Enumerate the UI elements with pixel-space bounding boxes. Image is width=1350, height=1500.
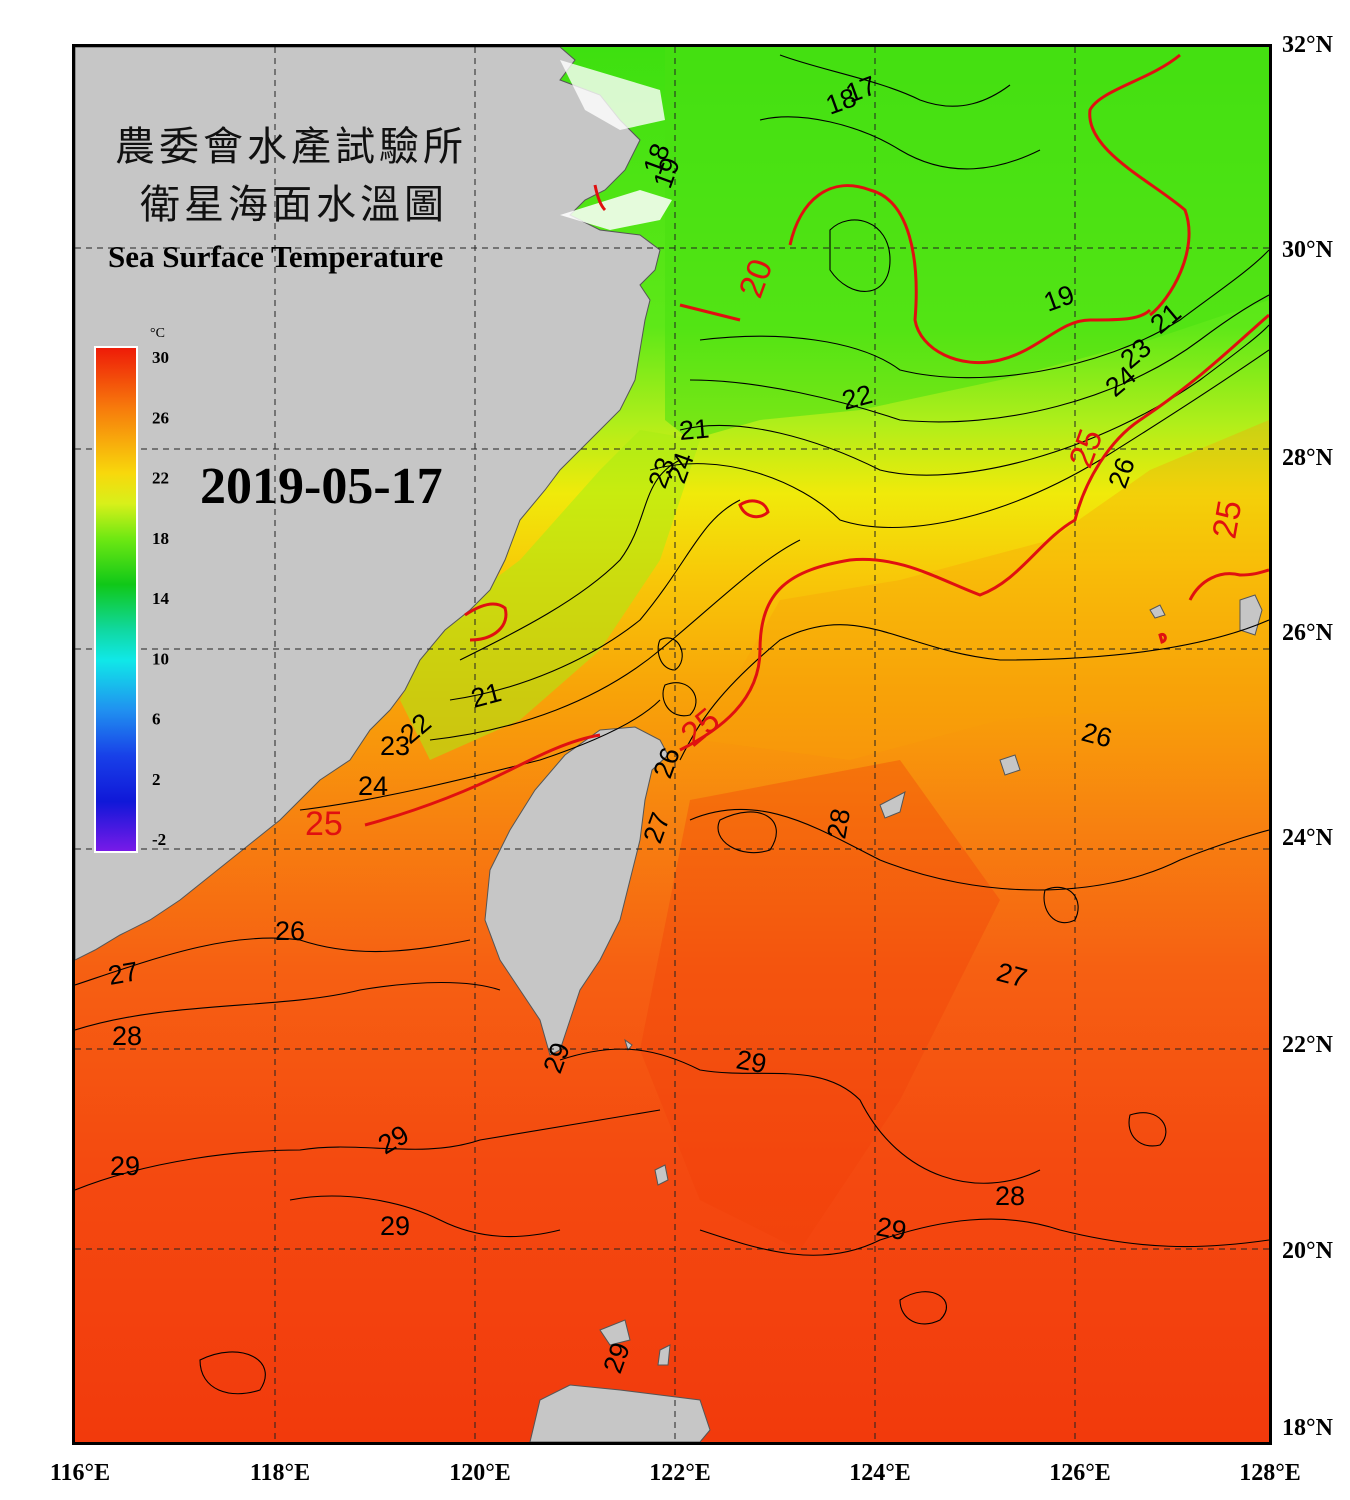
colorbar-tick-label: -2 (152, 830, 166, 849)
colorbar-tick-label: 6 (152, 710, 161, 729)
isotherm-lines-red (364, 53, 1269, 827)
hot-core (640, 760, 1000, 1250)
graticule (75, 47, 1269, 1442)
latitude-label: 30°N (1282, 237, 1334, 263)
title-line3: Sea Surface Temperature (108, 239, 443, 274)
contour-label: 29 (734, 1044, 769, 1079)
latitude-label: 24°N (1282, 825, 1334, 851)
latitude-label: 20°N (1282, 1238, 1334, 1264)
ryukyu-islands (599, 594, 1263, 1366)
yangtze-estuary (560, 60, 665, 130)
contour-label: 24 (358, 771, 388, 801)
mainland-china (75, 47, 661, 961)
colorbar-unit: °C (150, 326, 165, 341)
colorbar-tick-label: 26 (152, 408, 169, 427)
colorbar-tick-label: 22 (152, 469, 169, 488)
title-line2: 衛星海面水溫圖 (140, 182, 448, 228)
colorbar-tick-label: 2 (152, 770, 161, 789)
longitude-label: 116°E (50, 1460, 110, 1486)
longitude-labels: 116°E 118°E 120°E 122°E 124°E 126°E 128°E (50, 1460, 1301, 1486)
contour-label: 26 (275, 916, 305, 946)
contour-label: 21 (678, 413, 711, 446)
contour-label: 28 (995, 1181, 1025, 1211)
isotherm-lines (75, 54, 1269, 1395)
luzon-island (529, 1384, 711, 1442)
title-line1: 農委會水產試驗所 (115, 124, 467, 170)
longitude-label: 120°E (449, 1460, 511, 1486)
longitude-label: 124°E (849, 1460, 911, 1486)
longitude-label: 122°E (649, 1460, 711, 1486)
latitude-label: 32°N (1282, 32, 1334, 58)
colorbar-tick-label: 18 (152, 529, 169, 548)
colorbar-gradient (94, 346, 138, 853)
contour-label: 27 (106, 956, 141, 991)
contour-label: 25 (1205, 498, 1249, 542)
date-label: 2019-05-17 (200, 458, 443, 515)
latitude-label: 18°N (1282, 1415, 1334, 1441)
contour-label: 23 (380, 731, 410, 761)
latitude-label: 26°N (1282, 620, 1334, 646)
cold-water-patch (665, 47, 1269, 440)
latitude-label: 28°N (1282, 445, 1334, 471)
colorbar: °C 30 26 22 18 14 10 6 2 -2 (94, 326, 170, 853)
colorbar-tick-label: 14 (152, 589, 170, 608)
contour-label: 25 (305, 805, 343, 843)
contour-label: 28 (821, 806, 856, 841)
contour-label: 29 (110, 1151, 140, 1181)
contour-label: 29 (874, 1211, 909, 1246)
hangzhou-bay (560, 190, 672, 230)
longitude-label: 118°E (250, 1460, 310, 1486)
warm-tongue (700, 420, 1269, 760)
colorbar-ticks: 30 26 22 18 14 10 6 2 -2 (152, 348, 170, 849)
latitude-label: 22°N (1282, 1032, 1334, 1058)
colorbar-tick-label: 10 (152, 649, 169, 668)
longitude-label: 128°E (1239, 1460, 1301, 1486)
contour-label: 29 (380, 1211, 410, 1241)
longitude-label: 126°E (1049, 1460, 1111, 1486)
taiwan-island (484, 726, 669, 1056)
colorbar-tick-label: 30 (152, 348, 169, 367)
contour-label: 28 (112, 1021, 142, 1051)
latitude-labels: 32°N 30°N 28°N 26°N 24°N 22°N 20°N 18°N (1282, 32, 1334, 1441)
